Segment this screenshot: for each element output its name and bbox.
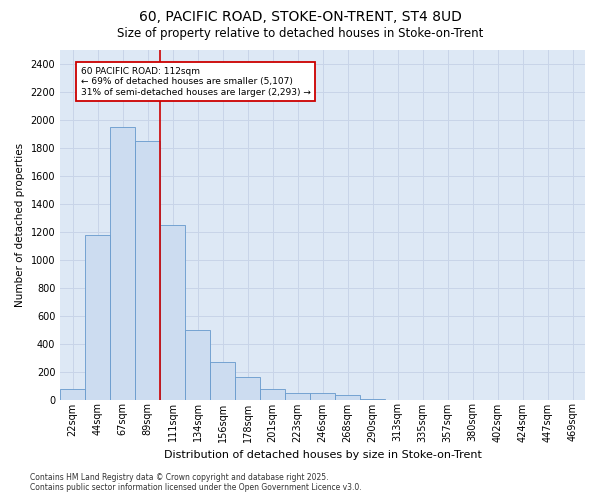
- X-axis label: Distribution of detached houses by size in Stoke-on-Trent: Distribution of detached houses by size …: [164, 450, 482, 460]
- Bar: [185, 330, 210, 400]
- Bar: [285, 392, 310, 400]
- Bar: [60, 389, 85, 400]
- Text: Contains HM Land Registry data © Crown copyright and database right 2025.
Contai: Contains HM Land Registry data © Crown c…: [30, 473, 362, 492]
- Bar: [260, 389, 285, 400]
- Bar: [360, 399, 385, 400]
- Bar: [210, 362, 235, 400]
- Bar: [235, 377, 260, 400]
- Text: 60 PACIFIC ROAD: 112sqm
← 69% of detached houses are smaller (5,107)
31% of semi: 60 PACIFIC ROAD: 112sqm ← 69% of detache…: [80, 67, 311, 96]
- Bar: [110, 127, 135, 400]
- Y-axis label: Number of detached properties: Number of detached properties: [15, 142, 25, 307]
- Bar: [85, 235, 110, 400]
- Bar: [135, 141, 160, 400]
- Bar: [310, 392, 335, 400]
- Text: 60, PACIFIC ROAD, STOKE-ON-TRENT, ST4 8UD: 60, PACIFIC ROAD, STOKE-ON-TRENT, ST4 8U…: [139, 10, 461, 24]
- Bar: [160, 225, 185, 400]
- Bar: [335, 394, 360, 400]
- Text: Size of property relative to detached houses in Stoke-on-Trent: Size of property relative to detached ho…: [117, 28, 483, 40]
